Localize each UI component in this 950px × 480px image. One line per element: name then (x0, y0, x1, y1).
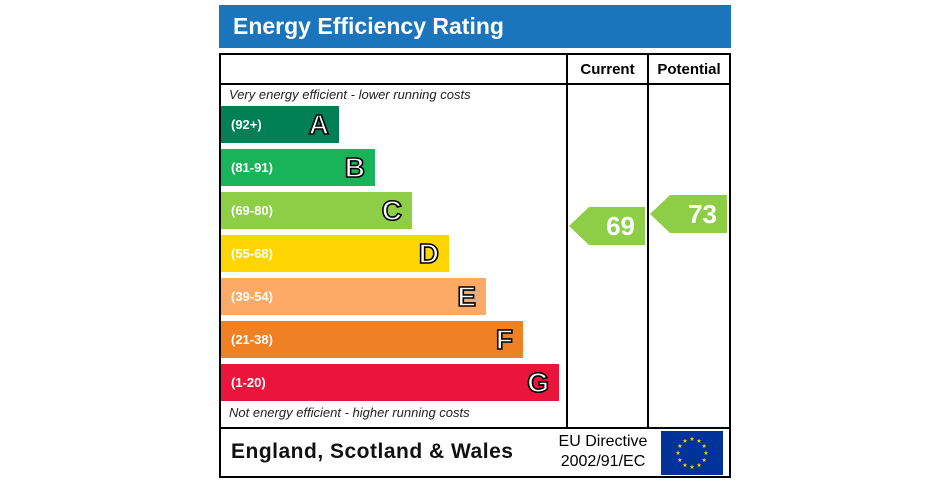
rating-frame (219, 53, 731, 478)
band-letter: A (308, 108, 330, 141)
eu-star-icon (675, 450, 681, 455)
region-label: England, Scotland & Wales (231, 440, 514, 463)
band-range-label: (55-68) (231, 246, 273, 261)
current-rating-value: 69 (606, 210, 635, 241)
potential-rating-arrow: 73 (650, 195, 727, 233)
header-divider-left (219, 83, 569, 85)
eu-star-icon (689, 464, 695, 469)
band-range-label: (39-54) (231, 289, 273, 304)
column-header-potential: Potential (657, 60, 721, 78)
potential-rating-value: 73 (688, 198, 717, 229)
note-efficient: Very energy efficient - lower running co… (229, 87, 471, 102)
band-range-label: (92+) (231, 117, 262, 132)
eu-star-icon (701, 457, 707, 462)
band-e: (39-54) E (221, 278, 486, 315)
eu-star-icon (677, 457, 683, 462)
band-range-label: (21-38) (231, 332, 273, 347)
footer-divider (219, 427, 731, 429)
band-a: (92+) A (221, 106, 339, 143)
band-range-label: (1-20) (231, 375, 266, 390)
band-letter: C (381, 194, 403, 227)
band-g: (1-20) G (221, 364, 559, 401)
band-letter: F (495, 323, 514, 356)
chart-title-bar: Energy Efficiency Rating (219, 5, 731, 48)
current-rating-arrow: 69 (569, 207, 645, 245)
eu-star-icon (677, 443, 683, 448)
eu-directive-label: EU Directive 2002/91/EC (550, 432, 656, 472)
eu-directive-line2: 2002/91/EC (560, 453, 646, 470)
eu-directive-line1: EU Directive (558, 433, 648, 450)
band-range-label: (69-80) (231, 203, 273, 218)
eu-flag-icon (661, 431, 723, 475)
current-arrow-shape (569, 207, 645, 245)
eu-star-icon (689, 436, 695, 441)
eu-star-icon (696, 438, 702, 443)
band-letter: D (418, 237, 440, 270)
eu-star-icon (701, 443, 707, 448)
header-divider-right (567, 83, 731, 85)
band-letter: E (457, 280, 477, 313)
column-header-current: Current (580, 60, 635, 78)
band-letter: G (526, 366, 549, 399)
band-b: (81-91) B (221, 149, 375, 186)
note-inefficient: Not energy efficient - higher running co… (229, 405, 470, 420)
eu-star-icon (703, 450, 709, 455)
column-divider-potential (647, 53, 649, 429)
potential-arrow-shape (650, 195, 727, 233)
eu-star-icon (682, 438, 688, 443)
eu-star-icon (682, 462, 688, 468)
band-range-label: (81-91) (231, 160, 273, 175)
band-c: (69-80) C (221, 192, 412, 229)
band-letter: B (344, 151, 366, 184)
chart-title: Energy Efficiency Rating (233, 13, 504, 39)
eu-star-icon (696, 462, 702, 468)
column-divider-current (566, 53, 568, 429)
band-d: (55-68) D (221, 235, 449, 272)
band-f: (21-38) F (221, 321, 523, 358)
